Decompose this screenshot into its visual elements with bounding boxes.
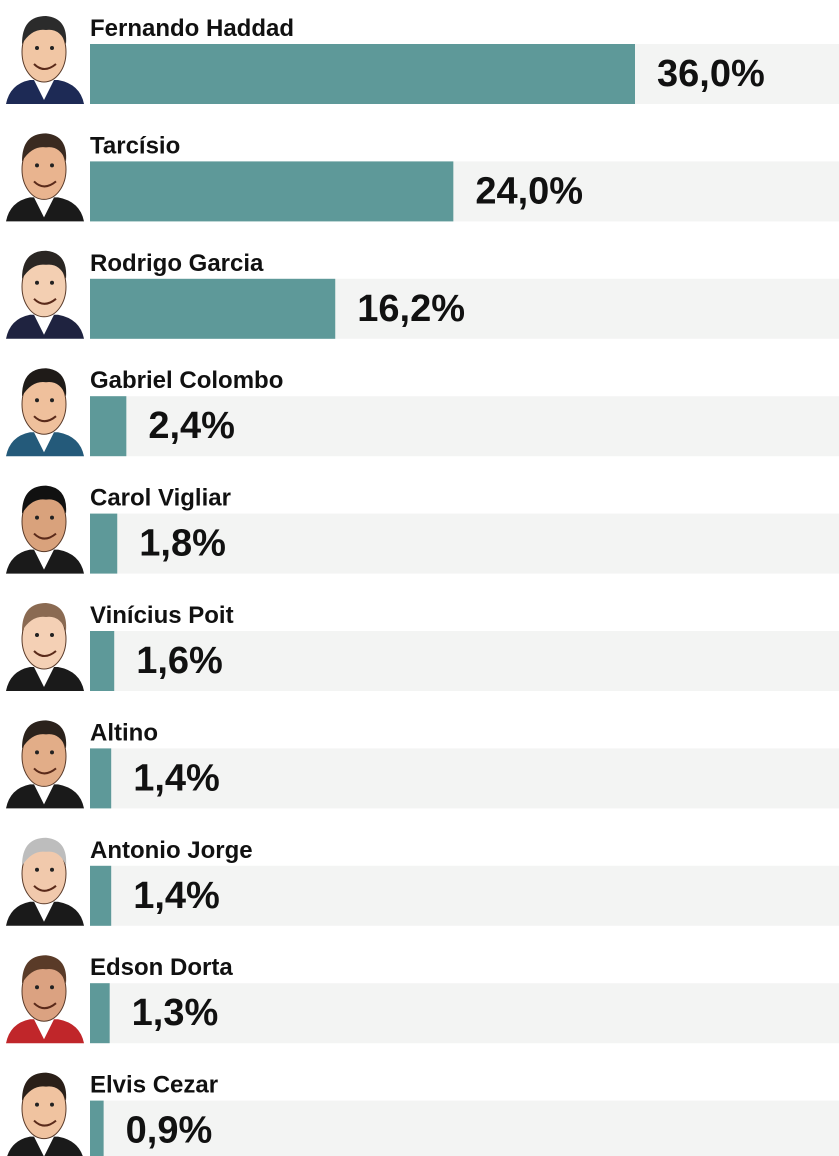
bar — [90, 514, 117, 574]
portrait-eye — [35, 1103, 39, 1107]
value-label: 16,2% — [357, 288, 465, 330]
portrait-eye — [50, 1103, 54, 1107]
candidate-name: Rodrigo Garcia — [90, 250, 264, 277]
bar — [90, 396, 126, 456]
bar — [90, 631, 114, 691]
portrait-eye — [35, 516, 39, 520]
portrait-eye — [35, 633, 39, 637]
portrait-eye — [35, 163, 39, 167]
portrait-eye — [35, 750, 39, 754]
value-label: 1,3% — [132, 992, 219, 1034]
portrait — [6, 955, 84, 1043]
portrait-eye — [35, 46, 39, 50]
candidate-name: Vinícius Poit — [90, 602, 234, 629]
bar — [90, 748, 111, 808]
candidate-name: Edson Dorta — [90, 954, 233, 981]
portrait-eye — [50, 516, 54, 520]
candidate-name: Antonio Jorge — [90, 837, 253, 864]
portrait-eye — [35, 398, 39, 402]
portrait-eye — [35, 985, 39, 989]
value-label: 1,8% — [139, 523, 226, 565]
bar — [90, 44, 635, 104]
candidate-name: Tarcísio — [90, 132, 180, 159]
value-label: 1,4% — [133, 757, 220, 799]
portrait — [6, 368, 84, 456]
candidate-name: Carol Vigliar — [90, 485, 231, 512]
value-label: 1,6% — [136, 640, 223, 682]
value-label: 2,4% — [148, 405, 235, 447]
portrait — [6, 603, 84, 691]
portrait — [6, 251, 84, 339]
candidate-name: Elvis Cezar — [90, 1072, 218, 1099]
bar — [90, 983, 110, 1043]
portrait-eye — [50, 281, 54, 285]
portrait-eye — [50, 750, 54, 754]
value-label: 36,0% — [657, 53, 765, 95]
bar — [90, 161, 453, 221]
portrait-eye — [35, 868, 39, 872]
chart: Fernando Haddad 36,0% Tarcísio 24,0% Rodrigo… — [0, 0, 839, 1156]
bar — [90, 1101, 104, 1156]
portrait-eye — [50, 868, 54, 872]
portrait-eye — [50, 398, 54, 402]
candidate-name: Altino — [90, 719, 158, 746]
value-label: 1,4% — [133, 875, 220, 917]
portrait — [6, 720, 84, 808]
portrait-eye — [50, 46, 54, 50]
portrait — [6, 133, 84, 221]
portrait-eye — [50, 985, 54, 989]
portrait — [6, 16, 84, 104]
portrait — [6, 838, 84, 926]
bar — [90, 279, 335, 339]
bar — [90, 866, 111, 926]
value-label: 0,9% — [126, 1110, 213, 1152]
portrait-eye — [50, 163, 54, 167]
page: Fernando Haddad 36,0% Tarcísio 24,0% Rodrigo… — [0, 0, 839, 1156]
portrait — [6, 1073, 84, 1156]
candidate-name: Gabriel Colombo — [90, 367, 283, 394]
portrait-eye — [35, 281, 39, 285]
candidate-name: Fernando Haddad — [90, 15, 294, 42]
portrait — [6, 486, 84, 574]
value-label: 24,0% — [475, 170, 583, 212]
portrait-eye — [50, 633, 54, 637]
